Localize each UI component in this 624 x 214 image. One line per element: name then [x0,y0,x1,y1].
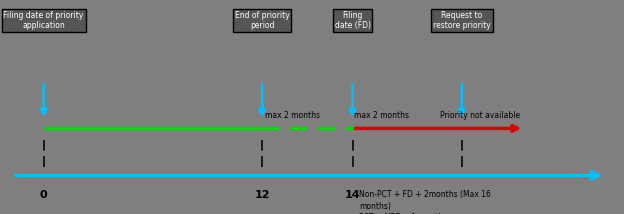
Text: Filing date of priority
application: Filing date of priority application [4,11,84,30]
Text: Non-PCT + FD + 2months (Max 16
months)
PCT + NBE + 1 month: Non-PCT + FD + 2months (Max 16 months) P… [359,190,490,214]
Text: 12: 12 [255,190,270,201]
Text: 14: 14 [344,190,361,201]
Text: max 2 months: max 2 months [265,111,320,120]
Text: 0: 0 [40,190,47,201]
Text: Priority not available: Priority not available [440,111,520,120]
Text: End of priority
period: End of priority period [235,11,290,30]
Text: Request to
restore priority: Request to restore priority [433,11,490,30]
Text: Filing
date (FD): Filing date (FD) [334,11,371,30]
Text: max 2 months: max 2 months [354,111,409,120]
